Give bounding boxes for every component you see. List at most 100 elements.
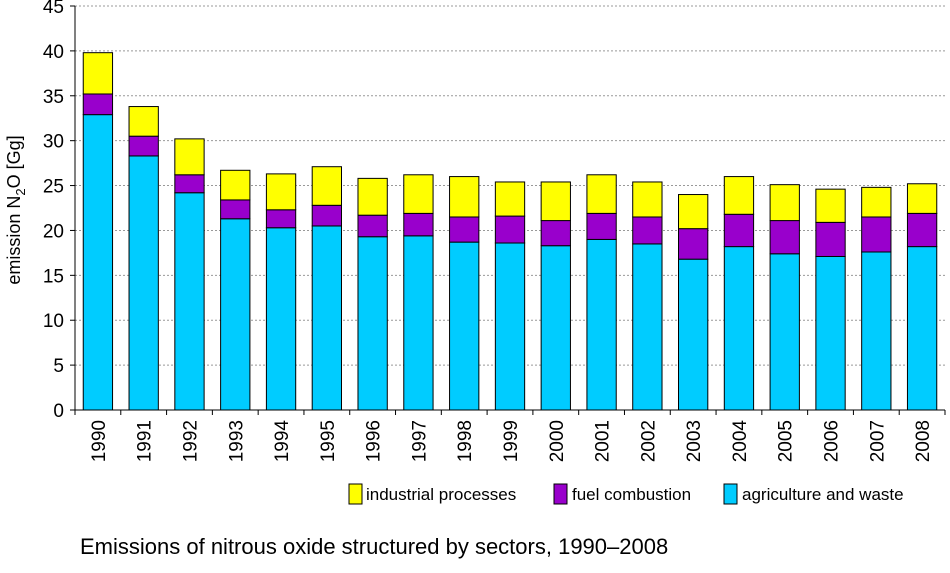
x-tick-label: 2003 bbox=[684, 420, 705, 462]
x-tick-label: 2002 bbox=[638, 420, 659, 462]
bar-industrial-processes-2001 bbox=[586, 174, 617, 214]
bar-industrial-processes-1996 bbox=[357, 177, 388, 216]
y-tick-label: 15 bbox=[43, 266, 64, 287]
bar-fuel-combustion-2008 bbox=[906, 212, 938, 248]
legend-swatch-industrial-processes bbox=[348, 483, 363, 505]
x-tick-label: 1992 bbox=[180, 420, 201, 462]
legend-swatch-agriculture-and-waste bbox=[723, 483, 738, 505]
bar-agriculture-and-waste-1997 bbox=[403, 235, 434, 411]
y-axis-label-rest: O [Gg] bbox=[4, 135, 24, 188]
bar-fuel-combustion-1993 bbox=[220, 199, 251, 220]
bar-industrial-processes-1990 bbox=[82, 52, 114, 95]
y-tick-label: 30 bbox=[43, 132, 64, 153]
y-tick-label: 25 bbox=[43, 177, 64, 198]
bar-fuel-combustion-2006 bbox=[815, 221, 846, 257]
bar-industrial-processes-2000 bbox=[540, 181, 571, 222]
legend-label-fuel-combustion: fuel combustion bbox=[572, 485, 691, 504]
x-tick-label: 1996 bbox=[364, 420, 385, 462]
bar-agriculture-and-waste-2008 bbox=[906, 246, 938, 411]
legend: industrial processes fuel combustion agric… bbox=[348, 483, 904, 505]
x-tick-label: 2001 bbox=[593, 420, 614, 462]
bar-agriculture-and-waste-2007 bbox=[861, 251, 892, 411]
bar-industrial-processes-2002 bbox=[632, 181, 663, 218]
bars bbox=[82, 52, 938, 411]
x-tick-label: 1991 bbox=[135, 420, 156, 462]
x-tick-label: 2004 bbox=[730, 420, 751, 463]
x-tick-label: 1995 bbox=[318, 420, 339, 462]
y-tick-label: 5 bbox=[53, 356, 64, 377]
bar-industrial-processes-1997 bbox=[403, 174, 434, 214]
x-tick-label: 1997 bbox=[409, 420, 430, 462]
axes bbox=[70, 5, 946, 415]
bar-fuel-combustion-1991 bbox=[128, 135, 159, 157]
bar-fuel-combustion-2000 bbox=[540, 220, 571, 247]
bar-agriculture-and-waste-1991 bbox=[128, 155, 159, 411]
bar-agriculture-and-waste-1996 bbox=[357, 236, 388, 411]
bar-industrial-processes-1993 bbox=[220, 169, 251, 201]
bar-industrial-processes-2003 bbox=[678, 194, 709, 230]
bar-industrial-processes-1995 bbox=[311, 166, 342, 206]
y-axis-label: emission N2O [Gg] bbox=[4, 135, 28, 284]
x-tick-label: 2000 bbox=[547, 420, 568, 462]
bar-fuel-combustion-1996 bbox=[357, 214, 388, 238]
bar-agriculture-and-waste-2000 bbox=[540, 245, 571, 411]
bar-agriculture-and-waste-1994 bbox=[265, 227, 297, 411]
bar-fuel-combustion-2005 bbox=[769, 220, 800, 255]
bar-fuel-combustion-1992 bbox=[174, 174, 205, 194]
bar-fuel-combustion-1995 bbox=[311, 204, 342, 227]
bar-industrial-processes-1994 bbox=[265, 173, 297, 211]
bar-industrial-processes-2007 bbox=[861, 186, 892, 218]
y-axis-label-subscript: 2 bbox=[13, 188, 28, 195]
bar-fuel-combustion-1990 bbox=[82, 93, 114, 116]
y-tick-labels: 0 5 10 15 20 25 30 35 40 45 bbox=[43, 0, 64, 422]
y-tick-label: 10 bbox=[43, 311, 64, 332]
y-tick-label: 45 bbox=[43, 0, 64, 18]
bar-fuel-combustion-1999 bbox=[494, 215, 526, 244]
bar-industrial-processes-1992 bbox=[174, 138, 205, 176]
bar-industrial-processes-2005 bbox=[769, 184, 800, 222]
bar-fuel-combustion-2002 bbox=[632, 216, 663, 245]
bar-fuel-combustion-1994 bbox=[265, 209, 297, 229]
x-tick-label: 2008 bbox=[913, 420, 934, 462]
bar-agriculture-and-waste-1990 bbox=[82, 114, 114, 411]
x-tick-label: 2006 bbox=[822, 420, 843, 462]
bar-agriculture-and-waste-1993 bbox=[220, 218, 251, 411]
bar-agriculture-and-waste-2003 bbox=[678, 258, 709, 411]
bar-agriculture-and-waste-2002 bbox=[632, 243, 663, 411]
x-tick-label: 1993 bbox=[226, 420, 247, 462]
grid-lines bbox=[75, 5, 945, 366]
bar-fuel-combustion-2004 bbox=[723, 213, 755, 248]
bar-fuel-combustion-2003 bbox=[678, 228, 709, 260]
x-tick-label: 1990 bbox=[89, 420, 110, 462]
x-tick-label: 1998 bbox=[455, 420, 476, 462]
bar-agriculture-and-waste-1995 bbox=[311, 225, 342, 411]
bar-agriculture-and-waste-2006 bbox=[815, 255, 846, 411]
x-tick-labels: 1990 1991 1992 1993 1994 1995 1996 1997 1998 1999… bbox=[89, 420, 934, 463]
bar-industrial-processes-1991 bbox=[128, 106, 159, 137]
bar-agriculture-and-waste-2001 bbox=[586, 238, 617, 411]
y-tick-label: 0 bbox=[53, 401, 64, 422]
y-tick-label: 40 bbox=[43, 42, 64, 63]
legend-swatch-fuel-combustion bbox=[553, 483, 568, 505]
chart-caption: Emissions of nitrous oxide structured by… bbox=[80, 534, 669, 559]
bar-fuel-combustion-2001 bbox=[586, 212, 617, 240]
bar-fuel-combustion-1998 bbox=[449, 216, 480, 243]
bar-agriculture-and-waste-1999 bbox=[494, 242, 526, 411]
legend-label-agriculture-and-waste: agriculture and waste bbox=[742, 485, 904, 504]
x-tick-label: 1999 bbox=[501, 420, 522, 462]
bar-industrial-processes-2008 bbox=[906, 183, 938, 214]
bar-industrial-processes-1998 bbox=[449, 176, 480, 218]
bar-agriculture-and-waste-1998 bbox=[449, 241, 480, 411]
bar-industrial-processes-1999 bbox=[494, 181, 526, 217]
bar-agriculture-and-waste-2005 bbox=[769, 253, 800, 411]
y-axis-label-main: emission N bbox=[4, 196, 24, 285]
x-tick-label: 2005 bbox=[776, 420, 797, 462]
legend-label-industrial-processes: industrial processes bbox=[366, 485, 516, 504]
y-tick-label: 20 bbox=[43, 221, 64, 242]
bar-agriculture-and-waste-2004 bbox=[723, 246, 755, 411]
bar-agriculture-and-waste-1992 bbox=[174, 192, 205, 411]
x-tick-label: 2007 bbox=[867, 420, 888, 462]
y-tick-label: 35 bbox=[43, 87, 64, 108]
bar-fuel-combustion-2007 bbox=[861, 216, 892, 253]
